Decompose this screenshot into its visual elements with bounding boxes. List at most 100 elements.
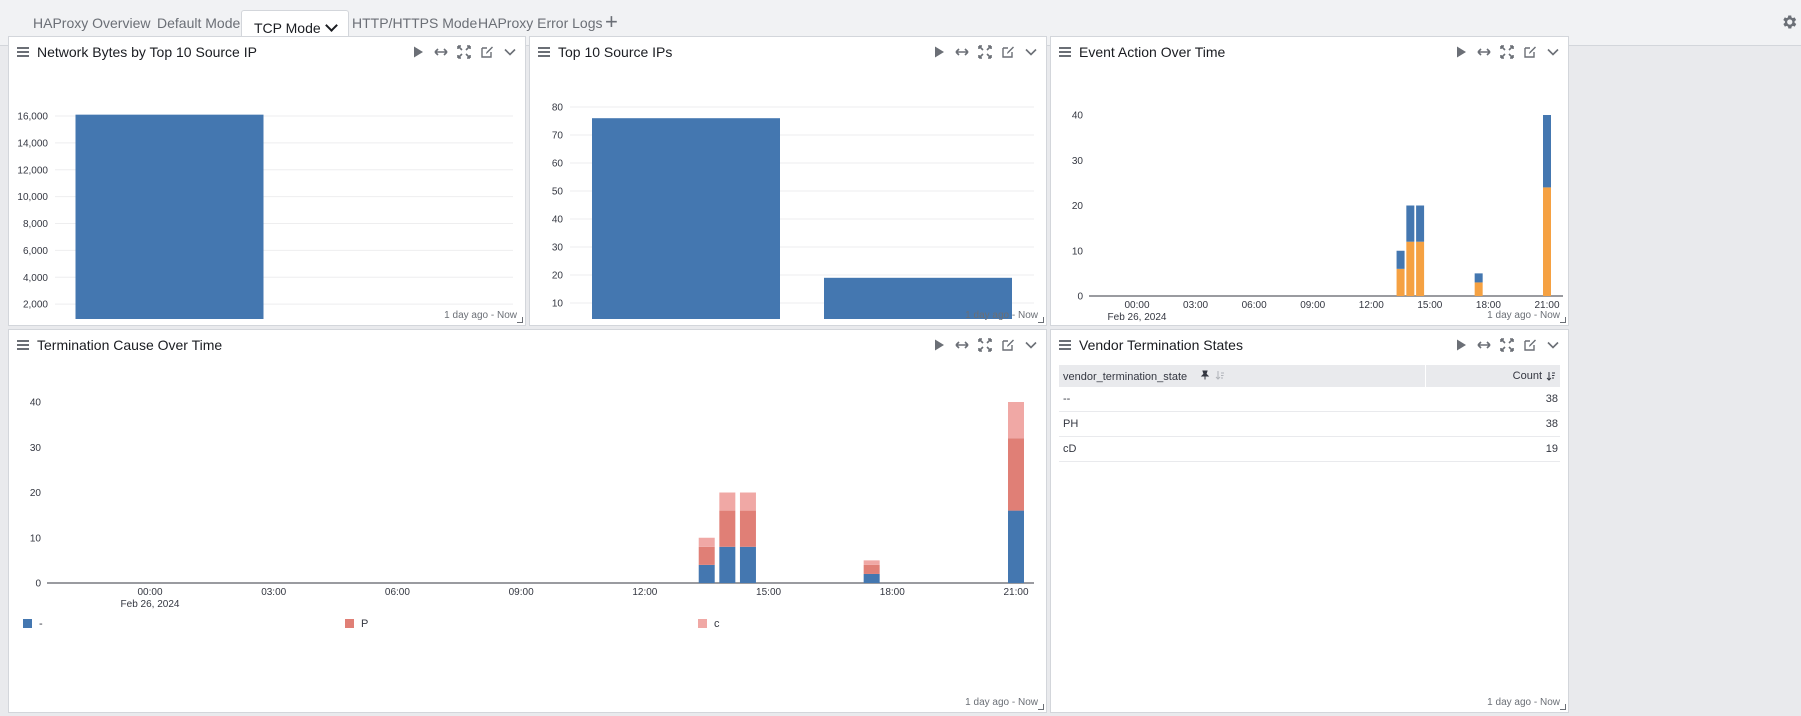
y-tick-label: 40	[552, 215, 564, 226]
fullscreen-icon[interactable]	[978, 338, 992, 352]
sort-icon[interactable]	[1215, 370, 1225, 380]
expand-width-icon[interactable]	[1477, 45, 1491, 59]
tab-haproxy-overview[interactable]: HAProxy Overview	[33, 15, 151, 31]
count-cell: 19	[1545, 443, 1558, 455]
x-tick-label: 00:00	[137, 587, 162, 598]
tab-haproxy-error-logs[interactable]: HAProxy Error Logs	[478, 15, 603, 31]
vendor-termination-panel: Vendor Termination States vendor_termina…	[1050, 329, 1569, 713]
legend-label: -	[39, 618, 43, 630]
tab-http-https-mode[interactable]: HTTP/HTTPS Mode	[352, 15, 478, 31]
y-tick-label: 0	[35, 579, 41, 590]
stacked-bar-segment	[863, 573, 880, 583]
resize-handle[interactable]	[1560, 317, 1566, 323]
expand-width-icon[interactable]	[434, 45, 448, 59]
edit-icon[interactable]	[1523, 45, 1537, 59]
event-action-panel: Event Action Over Time 0 10 20 30 40 00:00 03:…	[1050, 36, 1569, 326]
time-range-label: 1 day ago - Now	[1487, 310, 1560, 321]
stacked-bar-segment	[698, 537, 715, 547]
stacked-bar-segment	[719, 492, 736, 511]
edit-icon[interactable]	[1001, 45, 1015, 59]
x-tick-label: 03:00	[1183, 300, 1208, 311]
x-tick-label: 06:00	[385, 587, 410, 598]
fullscreen-icon[interactable]	[1500, 338, 1514, 352]
fullscreen-icon[interactable]	[1500, 45, 1514, 59]
legend-label: c	[714, 618, 720, 630]
resize-handle[interactable]	[1038, 704, 1044, 710]
stacked-bar-segment	[739, 546, 756, 583]
sort-icon[interactable]	[1546, 371, 1556, 381]
expand-width-icon[interactable]	[955, 45, 969, 59]
state-cell: --	[1063, 393, 1071, 405]
play-icon[interactable]	[1454, 338, 1468, 352]
chevron-down-icon[interactable]	[1546, 338, 1560, 352]
y-tick-label: 50	[552, 187, 564, 198]
y-tick-label: 60	[552, 159, 564, 170]
play-icon[interactable]	[932, 338, 946, 352]
x-tick-label: 18:00	[1476, 300, 1501, 311]
stacked-bar-segment	[1008, 510, 1024, 583]
chevron-down-icon[interactable]	[1024, 45, 1038, 59]
panel-toolbar	[932, 45, 1038, 59]
x-tick-label: 12:00	[1359, 300, 1384, 311]
y-tick-label: 10	[30, 533, 42, 544]
pin-icon[interactable]	[1200, 370, 1210, 380]
top-source-ips-panel: Top 10 Source IPs 0102030405060708010.0.…	[529, 36, 1047, 326]
chevron-down-icon[interactable]	[324, 19, 338, 32]
chevron-down-icon[interactable]	[1546, 45, 1560, 59]
y-tick-label: 80	[552, 103, 564, 114]
tab-default-mode[interactable]: Default Mode	[157, 15, 241, 31]
table-row[interactable]: cD 19	[1059, 437, 1560, 462]
play-icon[interactable]	[932, 45, 946, 59]
edit-icon[interactable]	[1001, 338, 1015, 352]
fullscreen-icon[interactable]	[978, 45, 992, 59]
panel-title: Termination Cause Over Time	[37, 337, 223, 353]
play-icon[interactable]	[411, 45, 425, 59]
y-tick-label: 10	[1072, 246, 1084, 257]
expand-width-icon[interactable]	[1477, 338, 1491, 352]
stacked-bar-segment	[1396, 268, 1405, 296]
x-tick-label: 09:00	[509, 587, 534, 598]
table-row[interactable]: PH 38	[1059, 412, 1560, 437]
hamburger-menu-icon[interactable]	[1059, 340, 1071, 350]
resize-handle[interactable]	[517, 317, 523, 323]
x-tick-label: 21:00	[1003, 587, 1028, 598]
hamburger-menu-icon[interactable]	[1059, 47, 1071, 57]
play-icon[interactable]	[1454, 45, 1468, 59]
y-tick-label: 12,000	[17, 165, 48, 176]
legend-swatch	[345, 619, 354, 628]
edit-icon[interactable]	[1523, 338, 1537, 352]
add-tab-button[interactable]: +	[605, 9, 618, 34]
table-row[interactable]: -- 38	[1059, 387, 1560, 412]
expand-width-icon[interactable]	[955, 338, 969, 352]
gear-icon[interactable]	[1780, 13, 1798, 31]
state-cell: PH	[1063, 418, 1079, 430]
panel-toolbar	[1454, 45, 1560, 59]
hamburger-menu-icon[interactable]	[17, 47, 29, 57]
stacked-bar-segment	[863, 564, 880, 574]
y-tick-label: 30	[30, 443, 42, 454]
column-header-count[interactable]: Count	[1512, 370, 1542, 382]
y-tick-label: 20	[1072, 201, 1084, 212]
panel-toolbar	[1454, 338, 1560, 352]
fullscreen-icon[interactable]	[457, 45, 471, 59]
column-header-state[interactable]: vendor_termination_state	[1063, 370, 1225, 383]
termination-cause-panel: Termination Cause Over Time 0 10 20 30 40 00:…	[8, 329, 1047, 713]
y-tick-label: 6,000	[23, 246, 48, 257]
resize-handle[interactable]	[1038, 317, 1044, 323]
bar	[592, 118, 780, 319]
chevron-down-icon[interactable]	[503, 45, 517, 59]
x-tick-label: 18:00	[880, 587, 905, 598]
resize-handle[interactable]	[1560, 704, 1566, 710]
edit-icon[interactable]	[480, 45, 494, 59]
legend-swatch	[23, 619, 32, 628]
top-source-ips-chart: 0102030405060708010.0.1.2127.0.0.1	[552, 103, 1034, 319]
hamburger-menu-icon[interactable]	[538, 47, 550, 57]
chevron-down-icon[interactable]	[1024, 338, 1038, 352]
hamburger-menu-icon[interactable]	[17, 340, 29, 350]
y-tick-label: 40	[1072, 111, 1084, 122]
y-tick-label: 16,000	[17, 112, 48, 123]
y-tick-label: 14,000	[17, 138, 48, 149]
network-bytes-panel: Network Bytes by Top 10 Source IP 02,000…	[8, 36, 526, 326]
y-tick-label: 30	[552, 243, 564, 254]
stacked-bar-segment	[863, 560, 880, 565]
